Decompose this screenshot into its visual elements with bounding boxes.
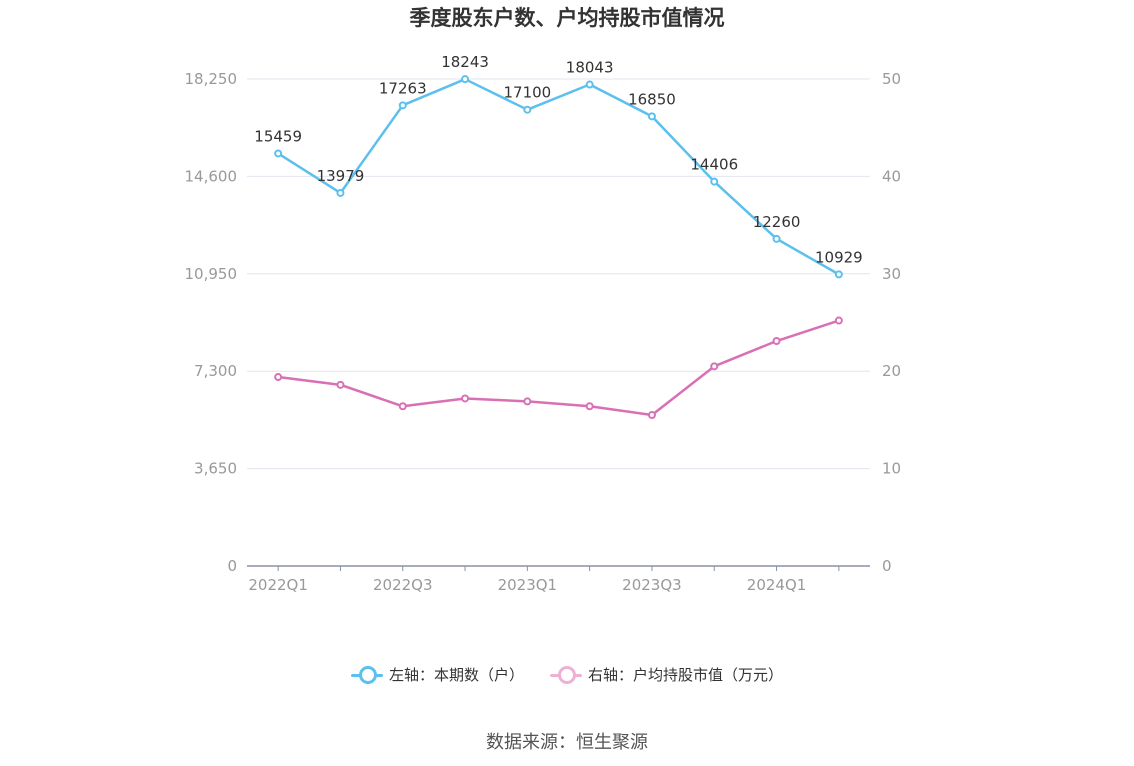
data-label: 15459 <box>254 127 302 145</box>
data-point <box>523 397 532 406</box>
data-label: 14406 <box>690 156 738 174</box>
data-label: 17263 <box>379 79 427 97</box>
legend-line-marker-icon <box>550 665 582 684</box>
series-line-1 <box>277 319 840 417</box>
right-axis: 0 10 20 30 40 50 <box>882 70 901 575</box>
legend-item-avg-value[interactable]: 右轴：户均持股市值（万元） <box>550 664 783 685</box>
legend-line-marker-icon <box>350 665 383 684</box>
left-axis-tick-label: 18,250 <box>185 70 238 88</box>
data-point <box>647 112 656 121</box>
data-point <box>461 75 470 84</box>
right-axis-tick-label: 0 <box>882 557 892 575</box>
grid-lines <box>247 78 870 470</box>
data-labels: 15459 13979 17263 18243 17100 18043 16850 14406… <box>254 53 862 266</box>
series-line-0 <box>277 77 840 276</box>
legend-item-households[interactable]: 左轴：本期数（户） <box>350 664 524 685</box>
data-point <box>336 188 345 197</box>
data-label: 16850 <box>628 90 676 108</box>
data-point <box>710 177 719 186</box>
data-label: 12260 <box>753 213 801 231</box>
x-axis: 2022Q1 2022Q3 2023Q1 2023Q3 2024Q1 <box>247 565 870 594</box>
left-axis: 0 3,650 7,300 10,950 14,600 18,250 <box>185 70 238 575</box>
left-axis-tick-label: 10,950 <box>185 265 238 283</box>
data-point <box>772 337 781 346</box>
data-point <box>523 105 532 114</box>
x-axis-tick-label: 2022Q1 <box>248 576 308 594</box>
right-axis-tick-label: 40 <box>882 167 901 185</box>
data-point <box>772 234 781 243</box>
data-point <box>398 402 407 411</box>
right-axis-tick-label: 50 <box>882 70 901 88</box>
x-axis-tick-label: 2024Q1 <box>747 576 807 594</box>
series-lines <box>277 77 840 417</box>
data-point <box>336 380 345 389</box>
data-point <box>274 149 283 158</box>
x-axis-tick-label: 2023Q1 <box>498 576 558 594</box>
left-axis-tick-label: 0 <box>227 557 237 575</box>
right-axis-tick-label: 30 <box>882 265 901 283</box>
x-axis-tick-label: 2023Q3 <box>622 576 682 594</box>
data-point <box>710 362 719 371</box>
data-label: 13979 <box>317 167 365 185</box>
data-label: 18043 <box>566 59 614 77</box>
data-point <box>274 373 283 382</box>
legend-label: 右轴：户均持股市值（万元） <box>588 666 784 684</box>
right-axis-tick-label: 20 <box>882 362 901 380</box>
data-point <box>647 411 656 420</box>
legend: 左轴：本期数（户） 右轴：户均持股市值（万元） <box>0 664 1134 685</box>
data-point <box>834 270 843 279</box>
data-label: 17100 <box>503 84 551 102</box>
line-chart: 0 3,650 7,300 10,950 14,600 18,250 0 10 20 30 40 5… <box>185 53 902 594</box>
data-source: 数据来源：恒生聚源 <box>486 732 648 753</box>
data-point <box>585 80 594 89</box>
data-label: 18243 <box>441 53 489 71</box>
data-point <box>398 101 407 110</box>
x-axis-tick-label: 2022Q3 <box>373 576 433 594</box>
left-axis-tick-label: 3,650 <box>194 460 237 478</box>
legend-label: 左轴：本期数（户） <box>388 666 524 684</box>
left-axis-tick-label: 7,300 <box>194 362 237 380</box>
left-axis-tick-label: 14,600 <box>185 167 238 185</box>
chart-title: 季度股东户数、户均持股市值情况 <box>409 6 725 30</box>
data-label: 10929 <box>815 248 863 266</box>
right-axis-tick-label: 10 <box>882 460 901 478</box>
data-point <box>834 316 843 325</box>
data-point <box>585 402 594 411</box>
data-point <box>461 394 470 403</box>
series-points <box>274 75 843 420</box>
